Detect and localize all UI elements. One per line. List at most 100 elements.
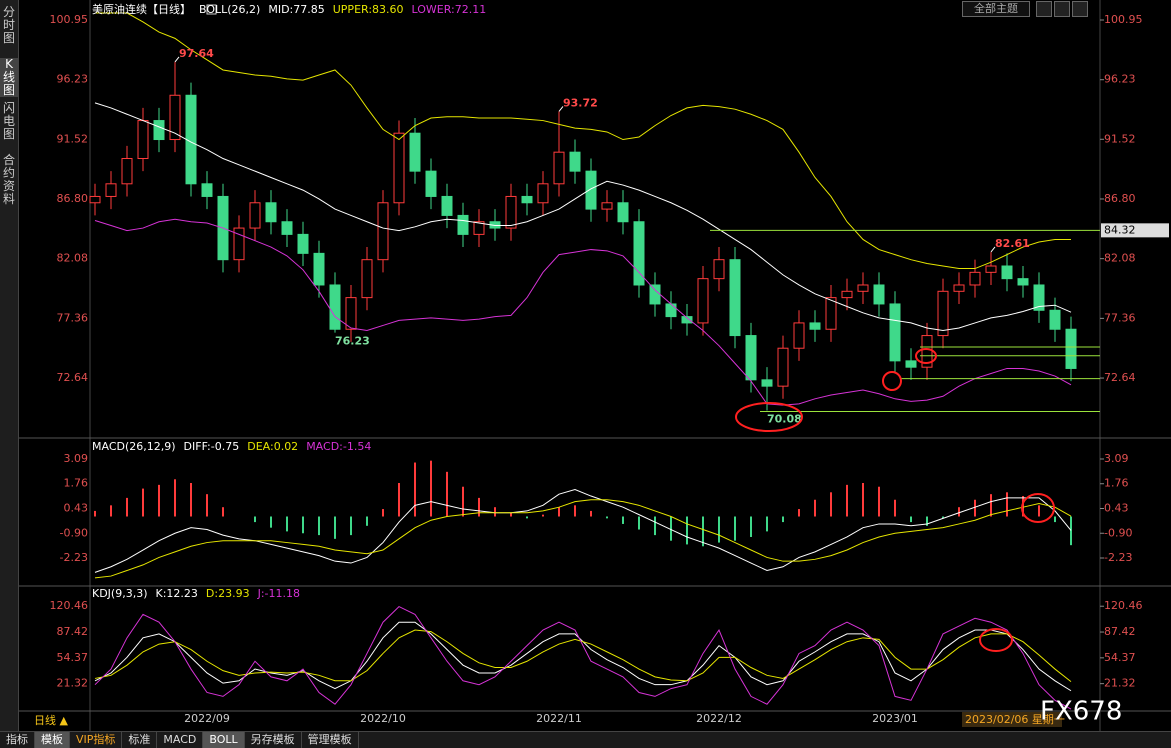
candle-body [665,303,677,318]
candle-body [873,284,885,305]
sidebar-tab[interactable]: 闪电图 [2,101,15,141]
indicator-line [94,218,1072,406]
legend-entry: K:12.23 [156,587,198,600]
indicator-line [94,102,1072,332]
candle-body [841,290,853,299]
y-tick-label-right: -0.90 [1104,526,1132,539]
y-tick-label: 0.43 [64,501,89,514]
candle-body [857,284,869,292]
period-label: 日线 ▲ [34,713,68,727]
candle-body [633,221,645,286]
candle-body [905,360,917,368]
y-tick-label: -2.23 [60,551,88,564]
candle-body [1001,265,1013,280]
theme-button[interactable]: 全部主题 [962,1,1030,17]
candle-body [985,265,997,273]
candle-body [265,202,277,223]
boll-icon [206,4,217,15]
legend-entry: DEA:0.02 [247,440,298,453]
y-tick-label: 77.36 [57,311,89,324]
indicator-line [94,488,1072,573]
y-tick-label-right: 21.32 [1104,677,1136,690]
cursor-date-bg [962,712,1062,727]
window-icon[interactable] [1054,1,1070,17]
candle-body [329,284,341,330]
candle-body [889,303,901,362]
footer-tab[interactable]: 另存模板 [245,732,302,748]
candle-body [457,214,469,235]
candle-body [89,195,101,204]
candle-body [441,195,453,216]
high-label: 93.72 [563,96,598,109]
high-label: 97.64 [179,47,214,60]
sidebar-tab[interactable]: 分时图 [2,5,15,45]
low-label: 76.23 [335,335,370,348]
candle-body [521,195,533,204]
window-icon[interactable] [1072,1,1088,17]
high-pointer [558,106,564,112]
panel-title: KDJ(9,3,3) [92,587,148,600]
y-tick-label-right: 0.43 [1104,501,1129,514]
candle-body [793,322,805,349]
indicator-line [94,605,1072,710]
candle-body [713,259,725,280]
footer-tabs: 指标 模板 VIP指标 标准 MACD BOLL 另存模板 管理模板 [0,731,1171,748]
y-tick-label: 87.42 [57,625,89,638]
candle-body [729,259,741,337]
high-label: 82.61 [995,237,1030,250]
sidebar: 分时图 K线图闪电图合约资料 [0,0,19,731]
candle-body [473,221,485,235]
x-tick-label: 2023/01 [872,712,918,725]
sidebar-tab[interactable]: K线图 [0,58,18,97]
footer-tab[interactable]: 管理模板 [302,732,359,748]
x-tick-label: 2022/12 [696,712,742,725]
indicator-line [94,629,1072,683]
footer-tab[interactable]: 指标 [0,732,35,748]
legend-entry: UPPER:83.60 [333,3,404,16]
footer-tab[interactable]: 模板 [35,732,70,748]
candle-body [1033,284,1045,311]
footer-tab[interactable]: 标准 [122,732,158,748]
footer-tab[interactable]: VIP指标 [70,732,123,748]
candle-body [137,120,149,160]
panel-title: MACD(26,12,9) [92,440,176,453]
y-tick-label-right: 82.08 [1104,252,1136,265]
price-tag: 84.32 [1104,223,1136,236]
price-tag-bg [1101,223,1169,238]
candle-body [809,322,821,330]
candle-body [361,259,373,299]
candle-body [169,94,181,141]
y-tick-label-right: 3.09 [1104,452,1129,465]
legend-entry: MACD:-1.54 [306,440,371,453]
legend-entry: MID:77.85 [268,3,324,16]
candle-body [281,221,293,235]
footer-tab[interactable]: BOLL [203,732,245,748]
candle-body [249,202,261,229]
y-tick-label: 96.23 [57,73,89,86]
x-tick-label: 2022/11 [536,712,582,725]
candle-body [409,132,421,172]
low-label: 70.08 [767,412,802,425]
candle-body [953,284,965,292]
candle-body [1049,309,1061,330]
y-tick-label: 86.80 [57,192,89,205]
candle-body [233,227,245,261]
candle-body [505,195,517,229]
highlight-circle [735,402,803,432]
y-tick-label: 3.09 [64,452,89,465]
y-tick-label: 1.76 [64,477,89,490]
y-tick-label: 100.95 [50,13,89,26]
y-tick-label: 21.32 [57,677,89,690]
window-icon[interactable] [1036,1,1052,17]
highlight-circle [979,628,1013,652]
y-tick-label-right: 100.95 [1104,13,1143,26]
indicator-line [94,499,1072,579]
indicator-name: BOLL(26,2) [199,3,260,16]
highlight-circle [915,348,937,364]
footer-tab[interactable]: MACD [157,732,204,748]
legend-entry: J:-11.18 [257,587,300,600]
y-tick-label-right: 87.42 [1104,625,1136,638]
sidebar-tab[interactable]: 合约资料 [2,153,15,206]
candle-body [969,271,981,286]
